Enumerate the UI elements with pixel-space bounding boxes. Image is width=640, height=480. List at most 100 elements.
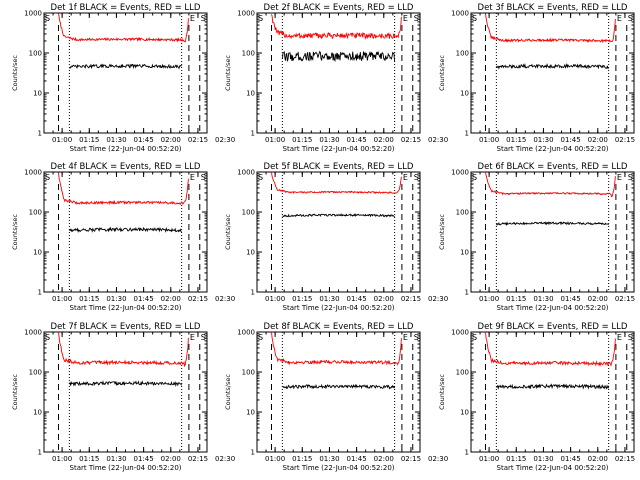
end-marker-e: E <box>190 333 195 342</box>
x-tick-label: 01:15 <box>79 136 99 144</box>
plot-frame <box>43 12 208 134</box>
plot-frame <box>256 331 421 453</box>
x-tick-label: 01:00 <box>52 455 72 463</box>
plot-frame <box>256 171 421 293</box>
y-tick-label: 100 <box>456 369 469 377</box>
end-marker-e: E <box>403 173 408 182</box>
x-tick-label: 01:45 <box>347 136 367 144</box>
x-tick-label: 01:15 <box>506 295 526 303</box>
lld-series-line <box>485 13 616 44</box>
plot-frame <box>470 12 635 134</box>
lld-series-line <box>271 14 402 40</box>
x-tick-label: 01:45 <box>134 295 154 303</box>
x-axis-label: Start Time (22-Jun-04 00:52:20) <box>283 304 395 312</box>
end-marker-e: E <box>403 14 408 23</box>
chart-title: Det 7f BLACK = Events, RED = LLD <box>51 322 201 332</box>
y-tick-label: 10 <box>33 409 42 417</box>
x-tick-label: 01:30 <box>319 455 339 463</box>
y-tick-label: 1000 <box>237 329 255 337</box>
x-tick-label: 01:30 <box>533 295 553 303</box>
plot-frame <box>43 171 208 293</box>
x-tick-label: 02:00 <box>374 455 394 463</box>
y-axis-label: Counts/sec <box>438 214 446 250</box>
start-marker-s: S <box>258 14 263 23</box>
y-tick-label: 100 <box>29 50 42 58</box>
panel-det-1f: Det 1f BLACK = Events, RED = LLD 1 10 100 10… <box>11 3 235 153</box>
plot-frame <box>470 171 635 293</box>
x-tick-label: 01:45 <box>561 136 581 144</box>
panel-det-5f: Det 5f BLACK = Events, RED = LLD 1 10 100 10… <box>224 162 448 312</box>
x-tick-label: 02:15 <box>615 136 635 144</box>
y-tick-label: 100 <box>242 369 255 377</box>
x-axis-label: Start Time (22-Jun-04 00:52:20) <box>70 464 182 472</box>
x-tick-label: 02:30 <box>428 455 448 463</box>
start-marker-s: S <box>258 333 263 342</box>
y-tick-label: 10 <box>460 90 469 98</box>
chart-title: Det 9f BLACK = Events, RED = LLD <box>478 322 628 332</box>
x-tick-label: 01:30 <box>319 295 339 303</box>
y-tick-label: 100 <box>456 209 469 217</box>
y-tick-label: 1 <box>38 130 42 138</box>
x-tick-label: 01:15 <box>79 455 99 463</box>
y-tick-label: 100 <box>242 209 255 217</box>
y-tick-label: 1 <box>465 449 469 457</box>
y-tick-label: 1 <box>465 130 469 138</box>
x-tick-label: 02:15 <box>401 295 421 303</box>
x-tick-label: 01:45 <box>561 295 581 303</box>
start-marker-s: S <box>472 14 477 23</box>
end-marker-e: E <box>617 333 622 342</box>
x-axis-label: Start Time (22-Jun-04 00:52:20) <box>283 464 395 472</box>
events-series-line <box>68 380 183 388</box>
plot-frame <box>256 12 421 134</box>
chart-title: Det 3f BLACK = Events, RED = LLD <box>478 3 628 13</box>
x-tick-label: 02:15 <box>615 455 635 463</box>
x-tick-label: 02:00 <box>374 295 394 303</box>
x-tick-label: 02:15 <box>188 136 208 144</box>
y-tick-label: 100 <box>29 209 42 217</box>
x-tick-label: 02:00 <box>161 295 181 303</box>
x-tick-label: 01:00 <box>479 136 499 144</box>
x-tick-label: 01:45 <box>347 455 367 463</box>
x-tick-label: 01:30 <box>319 136 339 144</box>
x-tick-label: 01:30 <box>106 136 126 144</box>
panel-det-7f: Det 7f BLACK = Events, RED = LLD 1 10 100 10… <box>11 322 235 472</box>
panel-det-2f: Det 2f BLACK = Events, RED = LLD 1 10 100 10… <box>224 3 448 153</box>
y-tick-label: 1 <box>251 449 255 457</box>
end-marker-e: E <box>190 173 195 182</box>
y-axis-label: Counts/sec <box>11 374 19 410</box>
x-tick-label: 01:45 <box>134 136 154 144</box>
x-tick-label: 02:15 <box>401 136 421 144</box>
x-tick-label: 02:30 <box>215 295 235 303</box>
x-tick-label: 01:00 <box>479 295 499 303</box>
end-marker-s: S <box>414 333 419 342</box>
y-axis-label: Counts/sec <box>11 55 19 91</box>
events-series-line <box>496 383 610 390</box>
x-axis-label: Start Time (22-Jun-04 00:52:20) <box>283 145 395 153</box>
y-tick-label: 10 <box>246 409 255 417</box>
y-axis-label: Counts/sec <box>438 374 446 410</box>
plot-frame <box>470 331 635 453</box>
panel-det-4f: Det 4f BLACK = Events, RED = LLD 1 10 100 10… <box>11 162 235 312</box>
end-marker-s: S <box>201 14 206 23</box>
x-tick-label: 01:00 <box>52 136 72 144</box>
x-tick-label: 01:15 <box>292 295 312 303</box>
chart-title: Det 6f BLACK = Events, RED = LLD <box>478 162 628 172</box>
start-marker-s: S <box>45 173 50 182</box>
x-axis-label: Start Time (22-Jun-04 00:52:20) <box>70 304 182 312</box>
events-series-line <box>495 62 609 70</box>
lld-series-line <box>58 172 189 206</box>
lld-series-line <box>58 332 189 368</box>
end-marker-s: S <box>414 14 419 23</box>
y-tick-label: 1000 <box>24 169 42 177</box>
y-tick-label: 1 <box>465 289 469 297</box>
x-tick-label: 02:00 <box>161 455 181 463</box>
y-tick-label: 1 <box>251 130 255 138</box>
chart-title: Det 1f BLACK = Events, RED = LLD <box>51 3 201 13</box>
y-tick-label: 1000 <box>24 329 42 337</box>
x-tick-label: 01:45 <box>134 455 154 463</box>
x-tick-label: 02:00 <box>588 455 608 463</box>
events-series-line <box>69 226 182 234</box>
x-tick-label: 01:00 <box>265 295 285 303</box>
x-axis-label: Start Time (22-Jun-04 00:52:20) <box>497 145 609 153</box>
